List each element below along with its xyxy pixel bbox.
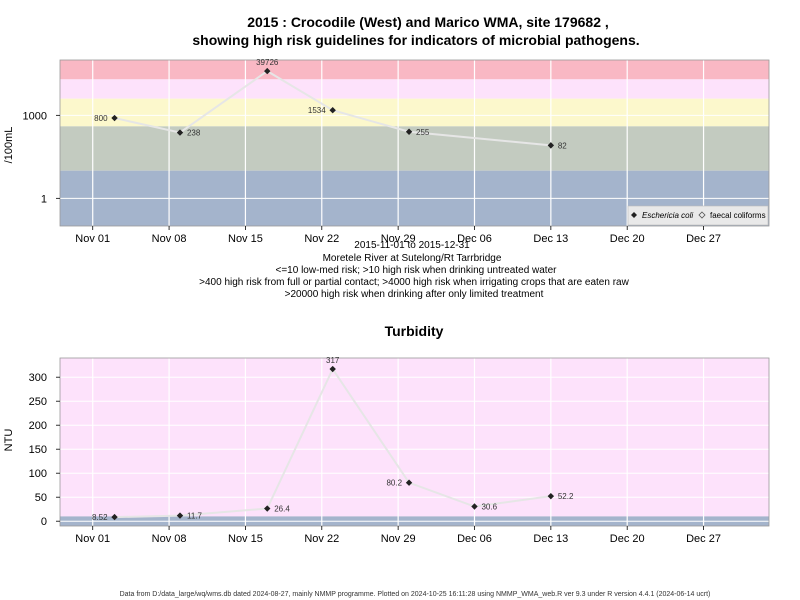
data-point: [111, 114, 118, 122]
turbidity-title: Turbidity: [385, 323, 444, 339]
data-label: 238: [187, 129, 201, 138]
x-tick-label: Nov 01: [75, 233, 110, 245]
subtitle-guideline-1: <=10 low-med risk; >10 high risk when dr…: [276, 265, 558, 276]
plot-frame: [59, 357, 770, 527]
data-point: [547, 492, 555, 500]
x-tick-label: Nov 22: [304, 233, 339, 245]
data-label: 30.6: [481, 503, 497, 512]
data-point: [547, 142, 555, 149]
legend-ecoli-marker: [631, 212, 637, 218]
data-label: 255: [416, 128, 430, 137]
data-label: 1534: [308, 106, 326, 115]
legend-fc-label: faecal coliforms: [710, 211, 766, 220]
subtitle-date-range: 2015-11-01 to 2015-12-31: [354, 240, 470, 251]
x-tick-label: Dec 06: [457, 533, 492, 545]
x-tick-label: Dec 27: [686, 233, 721, 245]
data-label: 52.2: [558, 492, 574, 501]
microbial-panel: Nov 01 Nov 08 Nov 15 Nov 22 Nov 29 Dec 06 Dec …: [3, 58, 770, 245]
x-tick-label: Dec 06: [457, 233, 492, 245]
risk-band: [60, 79, 769, 99]
risk-band: [60, 358, 769, 517]
data-point: [176, 512, 184, 519]
x-tick-label: Nov 15: [228, 533, 263, 545]
data-label: 317: [326, 356, 340, 365]
y-tick-label: 300: [29, 372, 47, 384]
data-point: [471, 503, 478, 510]
y-tick-label: 1000: [23, 110, 47, 122]
x-tick-label: Dec 13: [533, 533, 568, 545]
x-tick-label: Nov 08: [152, 233, 187, 245]
y-tick-label: 150: [29, 444, 47, 456]
data-point: [329, 365, 336, 373]
plot-frame: [59, 59, 770, 227]
data-label: 800: [94, 114, 108, 123]
turbidity-panel: Nov 01 Nov 08 Nov 15 Nov 22 Nov 29 Dec 06 Dec …: [3, 356, 770, 545]
data-point: [111, 513, 118, 521]
x-tick-label: Dec 27: [686, 533, 721, 545]
series-line: [114, 69, 551, 147]
data-point: [176, 129, 184, 136]
x-tick-label: Dec 20: [610, 533, 645, 545]
y-tick-label: 50: [35, 492, 47, 504]
y-tick-label: 100: [29, 468, 47, 480]
x-tick-label: Nov 01: [75, 533, 110, 545]
data-point: [405, 479, 413, 486]
legend-box: [627, 205, 769, 226]
data-label: 11.7: [187, 512, 203, 521]
y-tick-label: 250: [29, 396, 47, 408]
x-tick-label: Nov 22: [304, 533, 339, 545]
chart-title-line-2: showing high risk guidelines for indicat…: [192, 32, 639, 48]
subtitle-guideline-3: >20000 high risk when drinking after onl…: [285, 289, 544, 300]
x-tick-label: Nov 08: [152, 533, 187, 545]
y-tick-label: 200: [29, 420, 47, 432]
data-point: [264, 505, 271, 512]
data-point: [405, 128, 413, 135]
data-label: 26.4: [274, 505, 290, 514]
risk-band: [60, 60, 769, 80]
chart-title-line-1: 2015 : Crocodile (West) and Marico WMA, …: [247, 14, 609, 30]
y-tick-label: 1: [41, 193, 47, 205]
subtitle-guideline-2: >400 high risk from full or partial cont…: [199, 277, 629, 288]
data-point: [329, 106, 336, 114]
y-axis-title: /100mL: [3, 127, 15, 164]
footer-note: Data from D:/data_large/wq/wms.db dated …: [120, 591, 711, 598]
legend: Eschericia coli faecal coliforms: [627, 205, 769, 226]
data-label: 80.2: [386, 479, 402, 488]
microbial-subtitle: 2015-11-01 to 2015-12-31 Moretele River …: [199, 240, 629, 300]
x-tick-label: Nov 29: [381, 233, 416, 245]
data-label: 82: [558, 141, 567, 150]
subtitle-site: Moretele River at Sutelong/Rt Tarrbridge: [323, 253, 502, 264]
legend-fc-marker: [698, 211, 706, 219]
legend-ecoli-label: Eschericia coli: [642, 211, 693, 220]
x-tick-label: Nov 29: [381, 533, 416, 545]
x-tick-label: Nov 15: [228, 233, 263, 245]
data-label: 39726: [256, 58, 279, 67]
y-axis-title: NTU: [3, 429, 15, 452]
x-tick-label: Dec 20: [610, 233, 645, 245]
y-tick-label: 0: [41, 516, 47, 528]
data-point: [264, 67, 271, 75]
data-label: 8.52: [92, 513, 108, 522]
risk-band: [60, 98, 769, 127]
x-tick-label: Dec 13: [533, 233, 568, 245]
